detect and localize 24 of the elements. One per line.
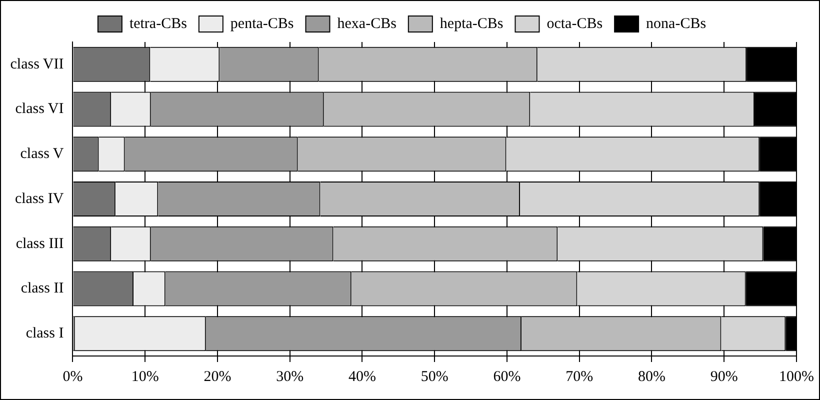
y-tick-label: class VII [10,56,64,72]
legend-label: hepta-CBs [440,16,504,32]
x-tick-label: 10% [131,368,159,385]
legend-label: tetra-CBs [129,16,188,32]
legend-label: nona-CBs [646,16,706,32]
x-tick-label: 80% [638,368,666,385]
legend-label: octa-CBs [546,16,603,32]
x-tick-label: 0% [62,368,83,385]
y-tick-label: class VI [15,101,64,118]
legend-label: penta-CBs [230,16,294,32]
x-tick-label: 100% [779,368,814,385]
x-tick-label: 30% [276,368,304,385]
legend-label: hexa-CBs [337,16,397,32]
y-tick-label: class II [20,280,64,297]
x-tick-label: 20% [204,368,232,385]
y-tick-label: class III [16,236,64,252]
y-tick-label: class I [26,326,64,342]
y-tick-label: class V [20,146,64,162]
x-tick-label: 70% [566,368,594,385]
x-tick-label: 90% [710,368,738,385]
y-tick-label: class IV [14,190,64,207]
x-tick-label: 40% [348,368,376,385]
x-tick-label: 50% [420,368,448,385]
x-tick-label: 60% [493,368,521,385]
